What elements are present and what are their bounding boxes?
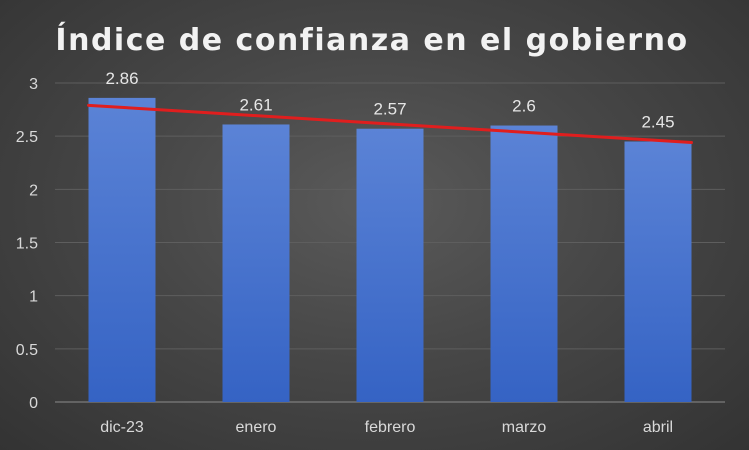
x-tick-label: abril xyxy=(643,419,673,436)
bar xyxy=(222,124,290,402)
x-tick-label: enero xyxy=(236,419,277,436)
data-label: 2.6 xyxy=(512,97,536,116)
chart-title: Índice de confianza en el gobierno xyxy=(55,22,688,58)
y-tick-label: 2.5 xyxy=(16,129,38,146)
y-axis-ticks: 0 0.5 1 1.5 2 2.5 3 xyxy=(16,76,38,412)
x-axis-ticks: dic-23 enero febrero marzo abril xyxy=(100,419,673,436)
x-tick-label: marzo xyxy=(502,419,547,436)
bar xyxy=(624,141,692,402)
data-label: 2.86 xyxy=(105,69,138,88)
y-tick-label: 1 xyxy=(29,289,38,306)
data-label: 2.61 xyxy=(239,95,272,114)
data-label: 2.57 xyxy=(373,100,406,119)
bars xyxy=(88,97,692,403)
data-labels: 2.86 2.61 2.57 2.6 2.45 xyxy=(105,69,674,132)
y-tick-label: 2 xyxy=(29,182,38,199)
y-tick-label: 1.5 xyxy=(16,236,38,253)
y-tick-label: 3 xyxy=(29,76,38,93)
x-tick-label: febrero xyxy=(365,419,416,436)
bar xyxy=(356,128,424,402)
x-tick-label: dic-23 xyxy=(100,419,144,436)
y-tick-label: 0.5 xyxy=(16,342,38,359)
y-tick-label: 0 xyxy=(29,395,38,412)
data-label: 2.45 xyxy=(641,112,674,131)
trendline xyxy=(87,103,693,145)
bar xyxy=(490,125,558,403)
bar xyxy=(88,97,156,403)
trendline-group xyxy=(87,103,693,145)
